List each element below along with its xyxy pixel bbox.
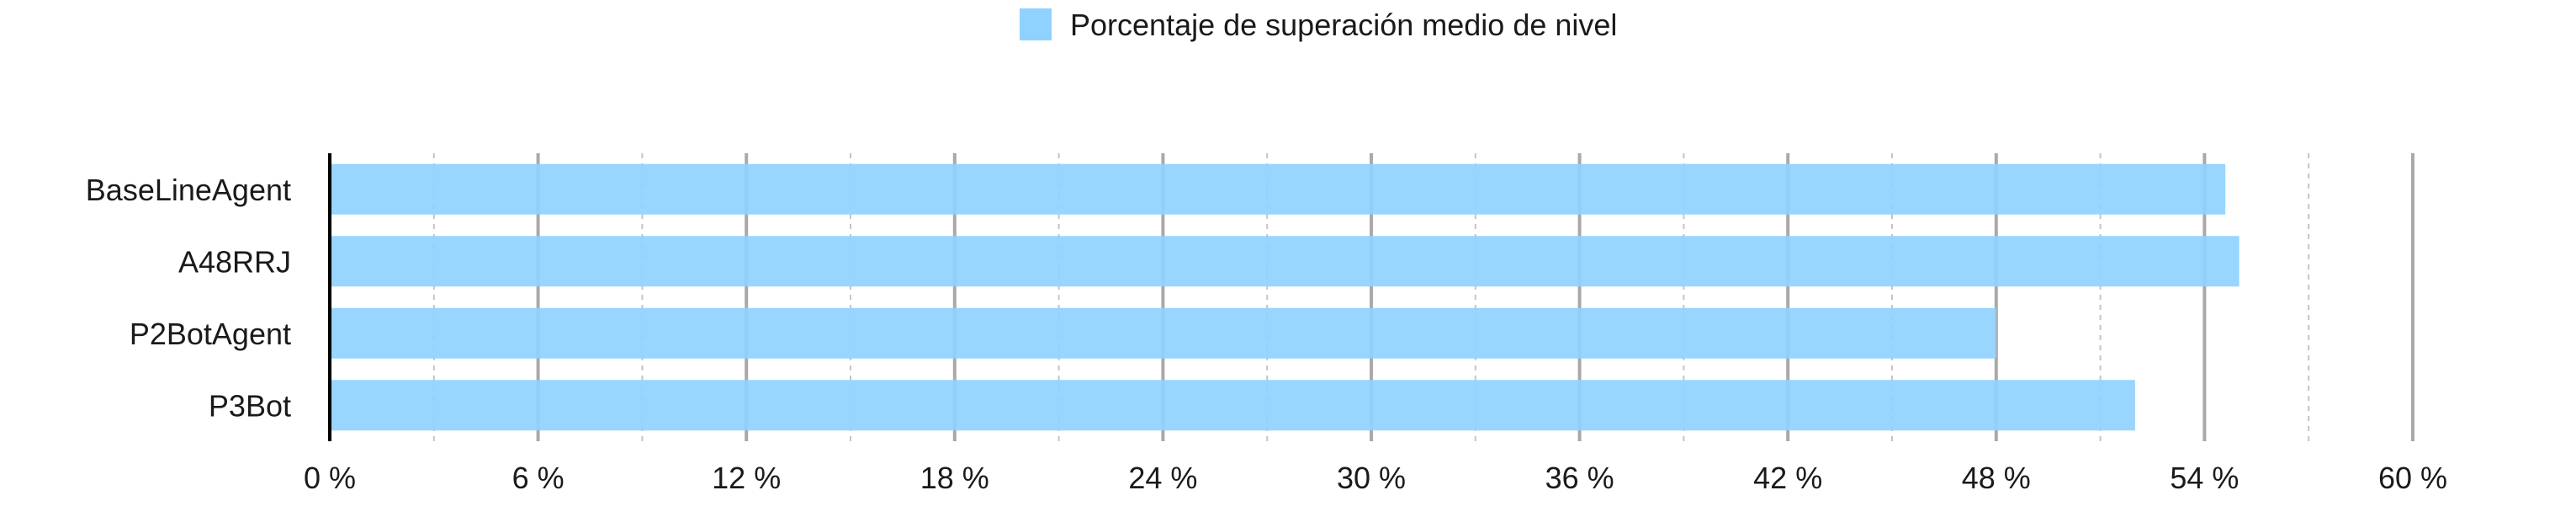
x-tick-label: 0 % [304, 461, 356, 495]
x-tick-label: 42 % [1753, 461, 1822, 495]
category-label: BaseLineAgent [86, 173, 291, 207]
bar-baselineagent [330, 163, 2226, 215]
legend-swatch [1020, 8, 1052, 40]
x-tick-label: 30 % [1337, 461, 1406, 495]
x-axis-tick-labels: 0 % 6 % 12 % 18 % 24 % 30 % 36 % 42 % 48 % 54 % 60… [304, 461, 2447, 495]
x-tick-label: 12 % [712, 461, 781, 495]
x-tick-label: 36 % [1545, 461, 1614, 495]
bar-p3bot [330, 380, 2135, 431]
category-label: P2BotAgent [130, 317, 291, 351]
category-labels: BaseLineAgent A48RRJ P2BotAgent P3Bot [86, 173, 291, 424]
bars [330, 163, 2239, 431]
bar-p2botagent [330, 307, 1996, 359]
legend: Porcentaje de superación medio de nivel [1020, 8, 1617, 42]
legend-label: Porcentaje de superación medio de nivel [1070, 8, 1617, 42]
x-tick-label: 48 % [1962, 461, 2031, 495]
category-label: A48RRJ [178, 244, 291, 279]
x-tick-label: 54 % [2170, 461, 2239, 495]
x-tick-label: 6 % [512, 461, 564, 495]
category-label: P3Bot [209, 388, 291, 423]
x-tick-label: 60 % [2378, 461, 2447, 495]
x-tick-label: 18 % [920, 461, 989, 495]
bar-a48rrj [330, 236, 2239, 287]
x-tick-label: 24 % [1128, 461, 1197, 495]
